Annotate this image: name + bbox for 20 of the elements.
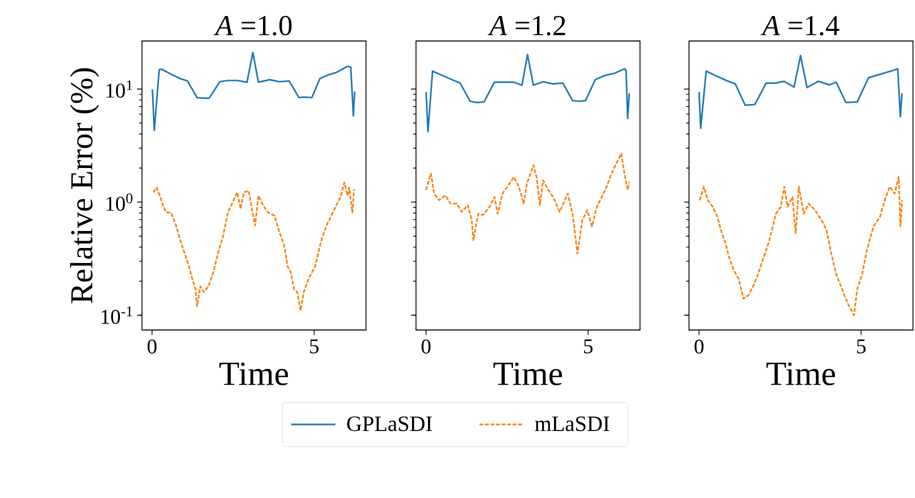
x-axis-title: Time: [493, 362, 562, 386]
y-tick-label: 10$^{-1}$: [102, 306, 132, 324]
chart-title: A =1.4: [760, 16, 840, 36]
y-tick-label: 10$^{1}$: [106, 80, 132, 98]
line-series: [152, 52, 356, 132]
line-series: [152, 182, 355, 312]
x-tick-label: 5: [584, 339, 593, 354]
x-axis-title: Time: [219, 362, 288, 386]
x-tick-label: 0: [148, 340, 156, 354]
y-tick-label: 10$^{0}$: [106, 193, 132, 211]
x-tick-label: 0: [422, 340, 430, 354]
x-tick-label: 0: [694, 340, 704, 354]
legend-label: mLaSDI: [534, 416, 610, 432]
y-axis-title: Relative Error (%): [70, 68, 100, 304]
chart-title: A =1.2: [488, 16, 566, 36]
chart-title: A =1.0: [214, 16, 292, 36]
legend-label: GPLaSDI: [347, 416, 432, 432]
x-tick-label: 5: [310, 339, 319, 354]
x-tick-label: 5: [857, 339, 866, 354]
x-axis-title: Time: [766, 362, 835, 386]
